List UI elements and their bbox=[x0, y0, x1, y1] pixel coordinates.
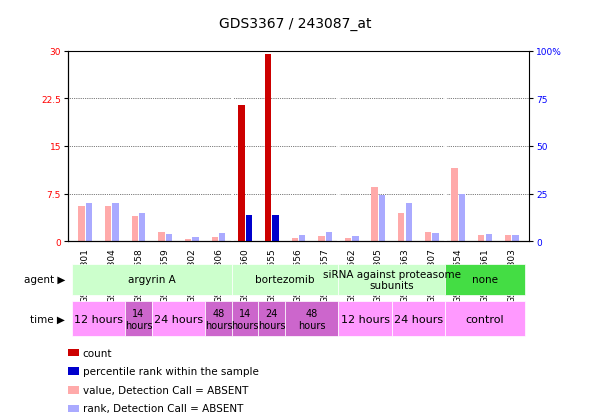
Text: 48
hours: 48 hours bbox=[298, 308, 326, 330]
Bar bbox=[505, 235, 511, 242]
Bar bbox=[139, 213, 145, 242]
Bar bbox=[405, 204, 412, 242]
Text: 12 hours: 12 hours bbox=[74, 314, 123, 324]
Bar bbox=[452, 169, 458, 242]
Bar bbox=[459, 194, 465, 242]
Text: none: none bbox=[472, 275, 498, 285]
Text: 24 hours: 24 hours bbox=[394, 314, 443, 324]
Text: 14
hours: 14 hours bbox=[232, 308, 259, 330]
Text: 24
hours: 24 hours bbox=[258, 308, 285, 330]
Bar bbox=[158, 232, 165, 242]
Bar bbox=[512, 235, 518, 242]
Bar bbox=[238, 105, 245, 242]
Bar bbox=[326, 232, 332, 242]
Bar bbox=[265, 55, 271, 242]
Bar bbox=[166, 234, 172, 242]
Bar bbox=[379, 196, 385, 242]
Bar bbox=[318, 237, 324, 242]
Bar bbox=[398, 213, 404, 242]
Text: 12 hours: 12 hours bbox=[340, 314, 389, 324]
Bar bbox=[193, 238, 199, 242]
Text: percentile rank within the sample: percentile rank within the sample bbox=[83, 366, 259, 376]
Bar bbox=[352, 237, 359, 242]
Text: 24 hours: 24 hours bbox=[154, 314, 203, 324]
Text: rank, Detection Call = ABSENT: rank, Detection Call = ABSENT bbox=[83, 404, 243, 413]
Text: argyrin A: argyrin A bbox=[128, 275, 176, 285]
Bar bbox=[291, 238, 298, 242]
Text: siRNA against proteasome
subunits: siRNA against proteasome subunits bbox=[323, 269, 461, 291]
Text: count: count bbox=[83, 348, 112, 358]
Bar bbox=[246, 215, 252, 242]
Text: 14
hours: 14 hours bbox=[125, 308, 152, 330]
Bar bbox=[79, 207, 85, 242]
Bar bbox=[105, 207, 111, 242]
Bar bbox=[345, 238, 351, 242]
Bar bbox=[486, 234, 492, 242]
Bar bbox=[132, 216, 138, 242]
Text: GDS3367 / 243087_at: GDS3367 / 243087_at bbox=[219, 17, 372, 31]
Text: value, Detection Call = ABSENT: value, Detection Call = ABSENT bbox=[83, 385, 248, 395]
Text: control: control bbox=[466, 314, 504, 324]
Bar bbox=[219, 233, 225, 242]
Bar bbox=[212, 237, 218, 242]
Bar bbox=[112, 204, 119, 242]
Bar bbox=[185, 239, 191, 242]
Bar bbox=[272, 215, 279, 242]
Bar bbox=[432, 233, 439, 242]
Text: time ▶: time ▶ bbox=[30, 314, 65, 324]
Text: 48
hours: 48 hours bbox=[204, 308, 232, 330]
Bar bbox=[372, 188, 378, 242]
Bar bbox=[478, 235, 485, 242]
Bar bbox=[425, 232, 431, 242]
Bar bbox=[299, 235, 306, 242]
Text: bortezomib: bortezomib bbox=[255, 275, 315, 285]
Text: agent ▶: agent ▶ bbox=[24, 275, 65, 285]
Bar bbox=[86, 204, 92, 242]
